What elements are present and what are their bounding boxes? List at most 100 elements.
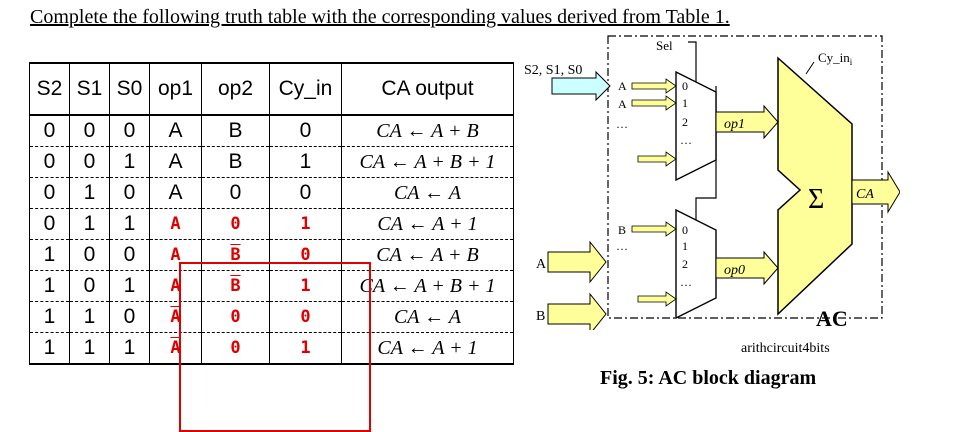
op0-arrow [715, 250, 779, 286]
mux1-port-1: 1 [682, 96, 688, 110]
mux2-shape [675, 208, 717, 320]
cell-s2: 1 [29, 301, 70, 333]
cell-cy-in: 0 [269, 115, 342, 147]
cell-op1: A [149, 115, 202, 147]
table-row: 0 0 0 A B 0 CA ← A + B [29, 115, 514, 147]
cell-s0: 1 [109, 208, 150, 240]
ext-b-arrow [547, 292, 607, 330]
cell-s1: 1 [69, 332, 110, 365]
cell-cy-in: 0 [269, 239, 342, 271]
mux2-input-b: B [618, 223, 626, 237]
answer-highlight-box [179, 262, 371, 432]
cell-ca-output: CA ← A + 1 [341, 208, 514, 240]
ca-output-arrow [851, 170, 900, 214]
header-op1: op1 [149, 62, 202, 116]
op1-label: op1 [724, 117, 745, 132]
mux1-input-a0: A [618, 79, 627, 93]
cell-s0: 1 [109, 332, 150, 365]
cell-s2: 1 [29, 270, 70, 302]
header-s0: S0 [109, 62, 150, 116]
cell-op1: A [149, 239, 202, 271]
cell-ca-output: CA ← A + B [341, 115, 514, 147]
mux2-port-more: … [680, 275, 692, 289]
mux2-port-1: 1 [682, 239, 688, 253]
cell-s1: 0 [69, 270, 110, 302]
table-row: 0 0 1 A B 1 CA ← A + B + 1 [29, 146, 514, 178]
cell-op1: A [149, 208, 202, 240]
mux2-input-more: … [616, 239, 628, 253]
op0-label: op0 [724, 263, 745, 278]
cell-cy-in: 0 [269, 177, 342, 209]
mux1-input-more: … [616, 117, 628, 131]
instruction-text: Complete the following truth table with … [30, 6, 730, 28]
header-cy-in: Cy_in [269, 62, 342, 116]
mux1-port-0: 0 [682, 79, 688, 93]
cell-s0: 1 [109, 270, 150, 302]
cell-op2: 0 [201, 177, 270, 209]
cell-op2: B [201, 146, 270, 178]
cell-op1: A [149, 332, 202, 365]
cell-cy-in: 1 [269, 332, 342, 365]
mux1-port-more: … [680, 133, 692, 147]
module-boundary [607, 35, 883, 319]
cell-ca-output: CA ← A [341, 177, 514, 209]
sel-label: Sel [656, 38, 673, 53]
cell-s0: 1 [109, 146, 150, 178]
cell-s1: 0 [69, 146, 110, 178]
cell-op1: A [149, 301, 202, 333]
mux1-shape [675, 70, 717, 182]
cell-cy-in: 1 [269, 208, 342, 240]
figure-caption: Fig. 5: AC block diagram [600, 367, 817, 389]
s-input-label: S2, S1, S0 [524, 63, 582, 78]
cell-op2: 0 [201, 332, 270, 365]
cell-op2: B [201, 239, 270, 271]
table-row: 1 1 0 A 0 0 CA ← A [29, 301, 514, 333]
cell-s2: 0 [29, 177, 70, 209]
cell-s2: 0 [29, 208, 70, 240]
adder-shape [777, 56, 853, 316]
cy-in-label: Cy_ini [818, 50, 853, 67]
ac-block-diagram: S2, S1, S0 Sel 0 1 2 … A A … op1 0 1 2 …… [524, 35, 900, 330]
s-input-arrow [551, 70, 611, 102]
cell-ca-output: CA ← A + B [341, 239, 514, 271]
table-row: 0 1 1 A 0 1 CA ← A + 1 [29, 208, 514, 240]
cell-s1: 0 [69, 239, 110, 271]
mux2-port-0: 0 [682, 223, 688, 237]
table-row: 0 1 0 A 0 0 CA ← A [29, 177, 514, 209]
cell-op1: A [149, 270, 202, 302]
sel-line [688, 41, 697, 86]
cell-s2: 0 [29, 115, 70, 147]
cell-op1: A [149, 146, 202, 178]
sigma-symbol: Σ [808, 184, 824, 215]
cell-ca-output: CA ← A + B + 1 [341, 146, 514, 178]
cell-s0: 0 [109, 301, 150, 333]
table-row: 1 0 0 A B 0 CA ← A + B [29, 239, 514, 271]
cy-in-line [805, 61, 815, 75]
op1-arrow [715, 104, 779, 140]
ext-b-label: B [536, 309, 545, 324]
mux1-input-arrows [631, 78, 677, 167]
module-name: arithcircuit4bits [741, 341, 830, 356]
cell-s0: 0 [109, 115, 150, 147]
cell-op2: B [201, 115, 270, 147]
ac-block-label: AC [816, 306, 848, 330]
header-s2: S2 [29, 62, 70, 116]
cell-cy-in: 1 [269, 146, 342, 178]
header-ca-output: CA output [341, 62, 514, 116]
cell-cy-in: 1 [269, 270, 342, 302]
ext-a-arrow [547, 240, 607, 284]
cell-s0: 0 [109, 177, 150, 209]
ca-output-label: CA [856, 187, 874, 202]
cell-s2: 1 [29, 239, 70, 271]
mux1-input-a1: A [618, 97, 627, 111]
cell-s2: 0 [29, 146, 70, 178]
mux2-port-2: 2 [682, 257, 688, 271]
cell-s0: 0 [109, 239, 150, 271]
cell-s1: 1 [69, 177, 110, 209]
cell-op2: 0 [201, 208, 270, 240]
cell-op1: A [149, 177, 202, 209]
header-s1: S1 [69, 62, 110, 116]
mux2-input-arrows [631, 221, 677, 307]
